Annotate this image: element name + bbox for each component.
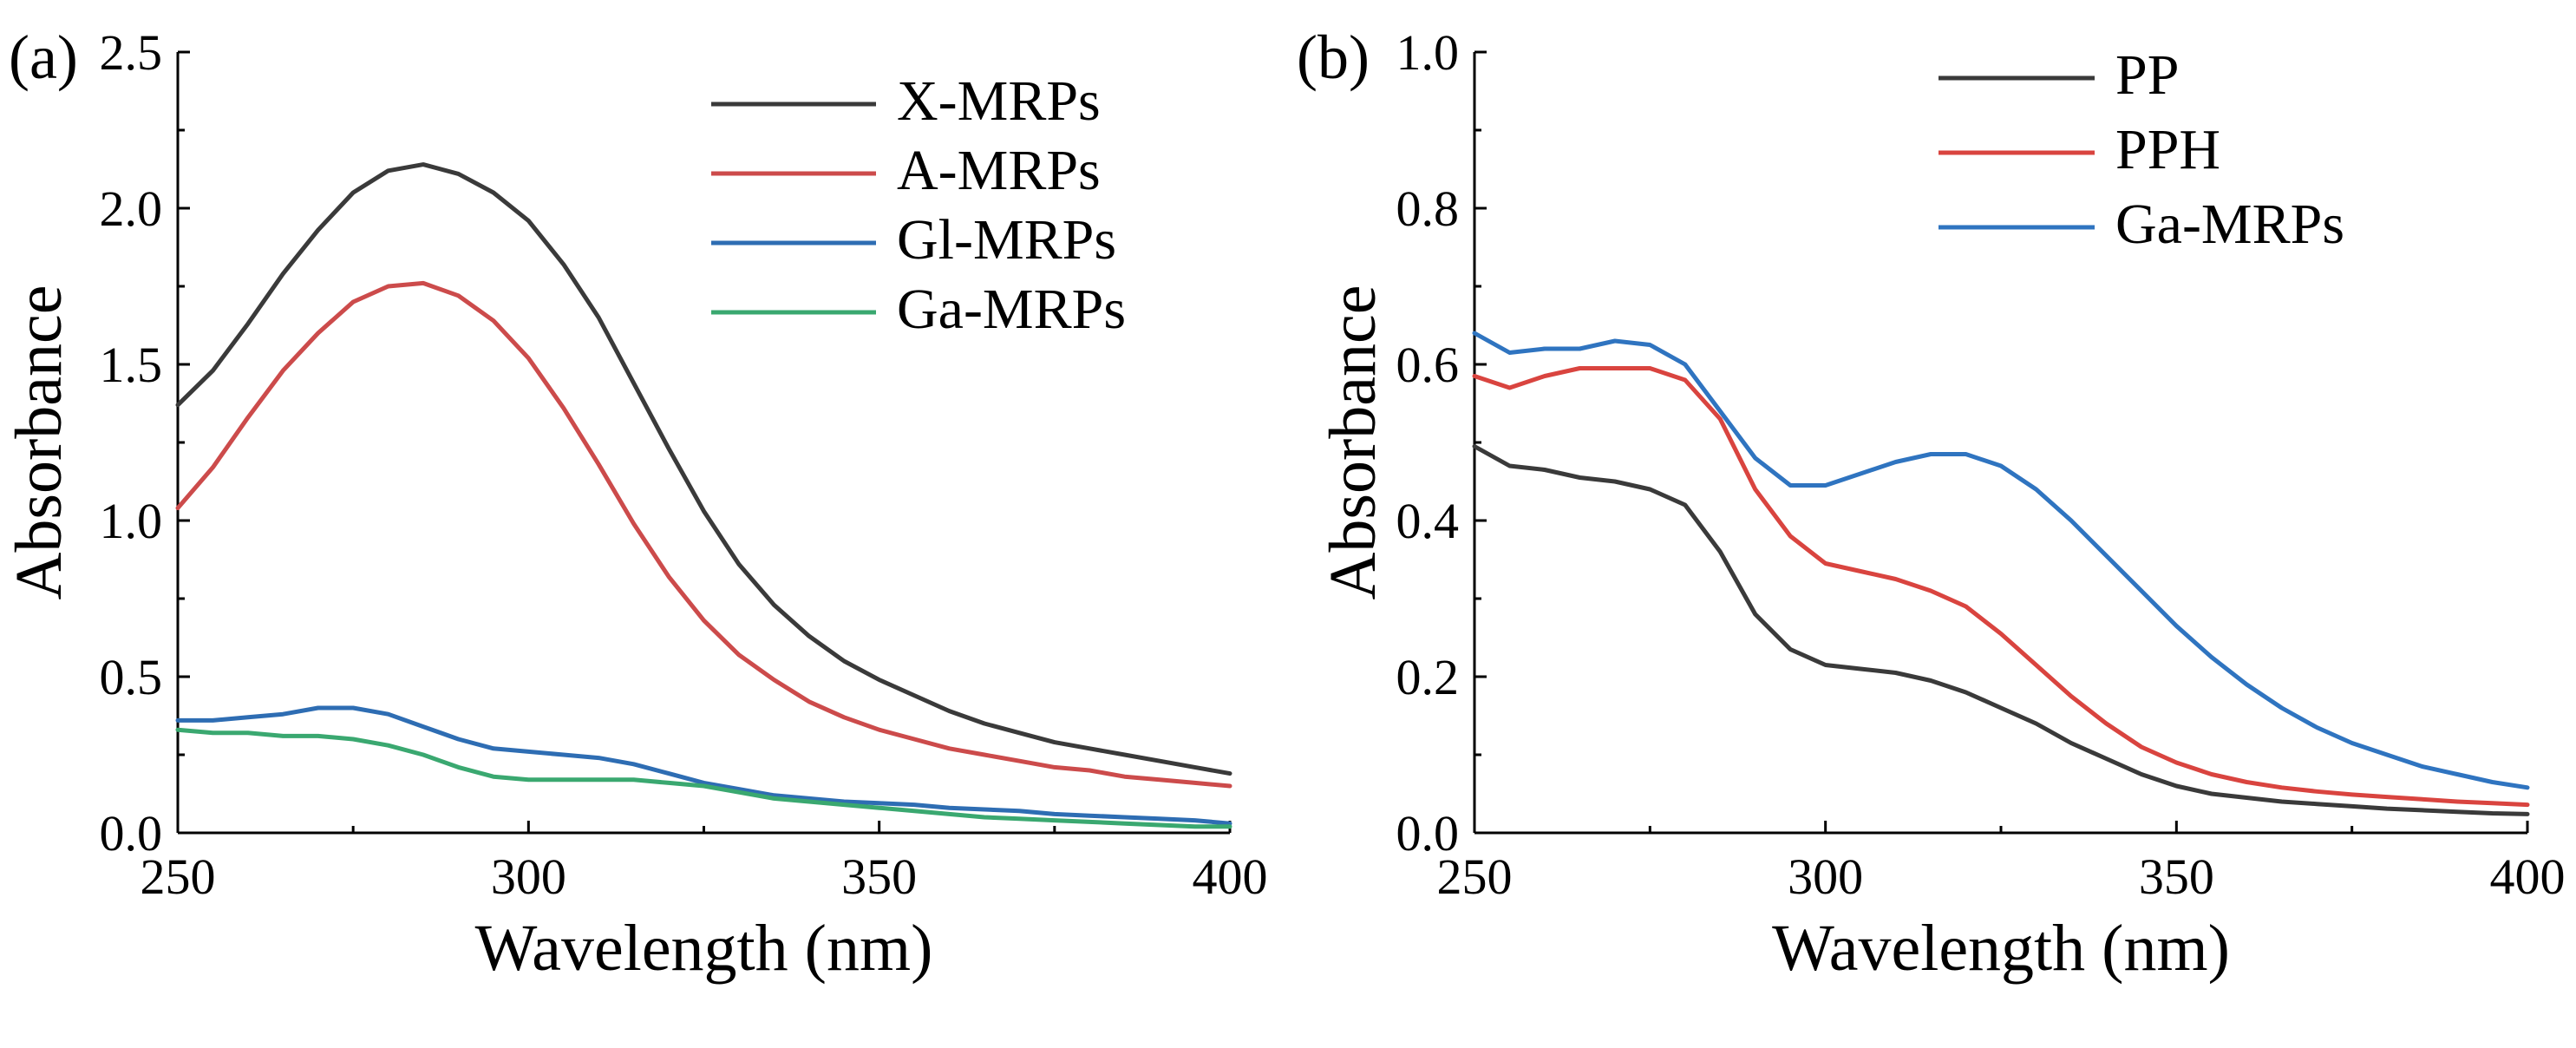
y-tick-label: 0.0 xyxy=(100,805,163,861)
series-line-ga-mrps xyxy=(175,727,1232,829)
panel-label: (a) xyxy=(9,23,78,92)
legend-label: PP xyxy=(2115,43,2179,107)
x-tick-label: 300 xyxy=(491,848,566,905)
y-tick-label: 1.0 xyxy=(100,493,163,549)
x-tick-label: 350 xyxy=(841,848,917,905)
y-tick-label: 1.0 xyxy=(1396,24,1460,81)
series-line-pph xyxy=(1472,366,2530,808)
legend-label: X-MRPs xyxy=(897,69,1101,133)
y-tick-label: 0.5 xyxy=(100,649,163,705)
y-tick-label: 0.6 xyxy=(1396,337,1460,393)
series-line-a-mrps xyxy=(175,280,1232,789)
x-tick-label: 250 xyxy=(141,848,216,905)
series-line-x-mrps xyxy=(175,162,1232,776)
x-tick-label: 400 xyxy=(2490,848,2566,905)
y-tick-label: 2.0 xyxy=(100,180,163,237)
x-tick-label: 400 xyxy=(1193,848,1268,905)
series-line-pp xyxy=(1472,444,2530,816)
legend-label: Gl-MRPs xyxy=(897,208,1116,272)
y-axis-title: Absorbance xyxy=(1317,285,1389,600)
x-axis-title: Wavelength (nm) xyxy=(1772,912,2230,985)
y-tick-label: 0.2 xyxy=(1396,649,1460,705)
legend-label: A-MRPs xyxy=(897,139,1101,202)
y-tick-label: 1.5 xyxy=(100,337,163,393)
x-axis-title: Wavelength (nm) xyxy=(475,912,933,985)
series-line-gl-mrps xyxy=(175,705,1232,826)
panel-label: (b) xyxy=(1297,23,1370,92)
legend-label: Ga-MRPs xyxy=(2115,193,2344,256)
panel-a: 0.0 0.5 1.0 1.5 2.0 2.5 250 300 350 400 Wavelength… xyxy=(3,23,1268,985)
panel-b: 0.0 0.2 0.4 0.6 0.8 1.0 250 300 350 400 Wavelength… xyxy=(1297,23,2566,985)
y-tick-label: 0.4 xyxy=(1396,493,1460,549)
series-line-ga-mrps xyxy=(1472,331,2530,790)
x-tick-label: 300 xyxy=(1788,848,1863,905)
legend-label: Ga-MRPs xyxy=(897,278,1126,341)
y-tick-label: 0.0 xyxy=(1396,805,1460,861)
y-axis-title: Absorbance xyxy=(3,285,75,600)
y-tick-label: 0.8 xyxy=(1396,180,1460,237)
x-tick-label: 250 xyxy=(1437,848,1513,905)
legend-label: PPH xyxy=(2115,118,2220,181)
y-tick-label: 2.5 xyxy=(100,24,163,81)
x-tick-label: 350 xyxy=(2139,848,2214,905)
